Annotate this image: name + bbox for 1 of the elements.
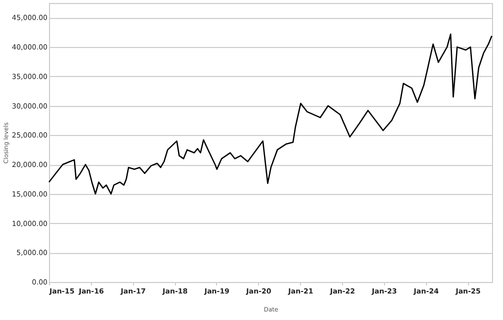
line-series <box>48 33 492 195</box>
